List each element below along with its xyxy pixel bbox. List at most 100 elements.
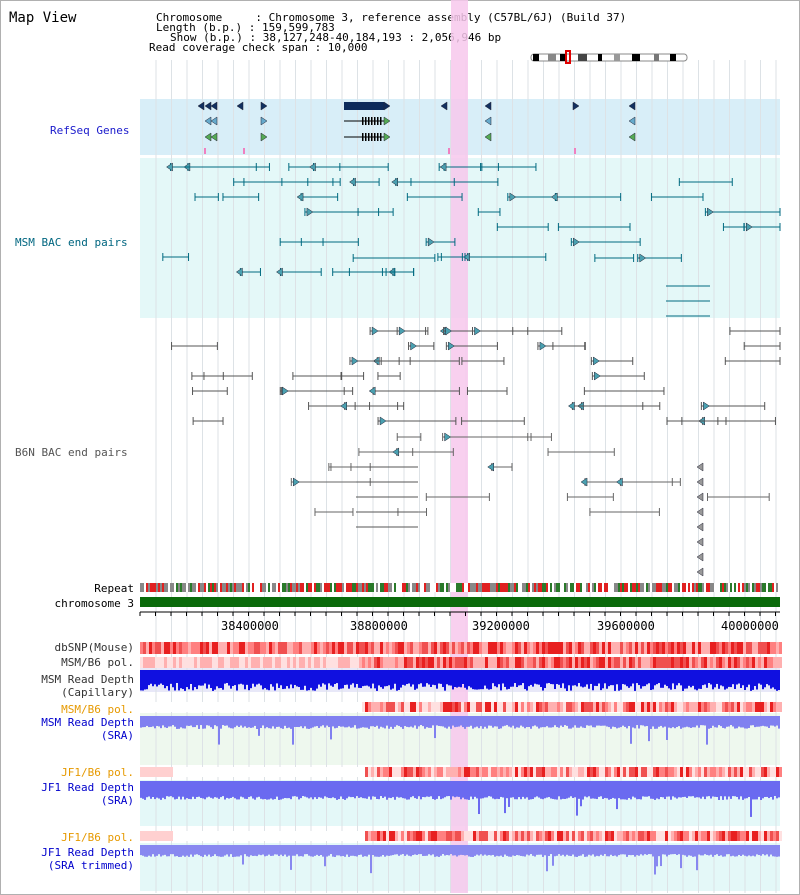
jf1-depth-track-bar [212,781,214,799]
jf1-depth-track-bar [396,781,398,797]
msm-depth-cap-track-bar [504,670,506,687]
jf1-trim-depth-track-bar [160,845,162,857]
msm-depth-sra-track-bar [222,716,224,726]
jf1-pol-track-cell [629,767,632,777]
repeat-segment [692,583,694,592]
msm-pol-track-cell [305,657,308,668]
repeat-segment [332,583,334,592]
repeat-segment [680,583,682,592]
msm-depth-cap-track-bar [544,670,546,689]
msm-pol-2-track-cell [230,702,233,712]
repeat-segment [568,583,570,592]
dbsnp-track-cell [494,642,497,654]
jf1-depth-track-bar [266,781,268,800]
msm-pol-track-cell [779,657,782,668]
msm-pol-track-cell [140,657,143,668]
msm-bac-track-label[interactable]: MSM BAC end pairs [15,236,128,249]
jf1-depth-track-bar [382,781,384,798]
msm-depth-cap-track-bar [192,670,194,691]
msm-pol-2-track-cell [728,702,731,712]
chromosome-bar [140,597,780,607]
jf1-trim-depth-track-bar [702,845,704,856]
jf1-pol-track-cell [716,767,719,777]
dbsnp-track-cell [185,642,188,654]
msm-depth-sra-track-bar [158,716,160,727]
dbsnp-track-cell [596,642,599,654]
jf1-depth-track-bar [306,781,308,798]
jf1-pol-2-track-cell [647,831,650,841]
msm-depth-cap-track-bar [384,670,386,687]
jf1-depth-track-bar [772,781,774,800]
repeat-segment [506,583,508,592]
msm-depth-cap-track-bar [774,670,776,690]
jf1-depth-track-bar [564,781,566,799]
jf1-pol-2-track-cell [764,831,767,841]
msm-depth-sra-track-bar [764,716,766,727]
jf1-depth-track-bar [504,781,506,814]
msm-pol-2-track-cell [569,702,572,712]
refseq-gene-glyph [260,101,268,111]
jf1-pol-track-cell [638,767,641,777]
msm-pol-track-cell [341,657,344,668]
msm-pol-track-cell [242,657,245,668]
jf1-trim-depth-track-bar [758,845,760,856]
jf1-pol-track-cell [176,767,179,777]
refseq-track-label[interactable]: RefSeq Genes [50,124,130,137]
msm-pol-2-track-cell [587,702,590,712]
msm-depth-sra-track-bar [252,716,254,728]
msm-depth-cap-track-bar [406,670,408,685]
msm-depth-sra-track-bar [428,716,430,728]
dbsnp-track-cell [455,642,458,654]
jf1-depth-track-bar [700,781,702,799]
msm-pol-track-cell [386,657,389,668]
jf1-pol-2-track-cell [578,831,581,841]
jf1-trim-depth-track-bar [178,845,180,857]
b6n-bac-track-label[interactable]: B6N BAC end pairs [15,446,128,459]
msm-depth-sra-track-bar [178,716,180,729]
msm-depth-cap-track-bar [242,670,244,685]
msm-depth-cap-track-bar [752,670,754,690]
dbsnp-track-cell [419,642,422,654]
msm-depth-sra-track-bar [436,716,438,726]
jf1-trim-depth-track-bar [628,845,630,855]
jf1-trim-depth-track-bar [644,845,646,855]
jf1-depth-track-bar [746,781,748,799]
msm-depth-sra-track-bar [478,716,480,729]
dbsnp-track-cell [635,642,638,654]
msm-depth-sra-track-bar [238,716,240,728]
repeat-segment [302,583,304,592]
jf1-depth-track-bar [422,781,424,797]
msm-depth-cap-track-bar [372,670,374,684]
msm-depth-sra-track-bar [256,716,258,729]
refseq-gene-glyph [628,101,636,111]
jf1-pol-2-track-cell [356,831,359,841]
jf1-depth-track-bar [184,781,186,800]
msm-pol-2-track-cell [410,702,413,712]
msm-pol-track-cell [353,657,356,668]
msm-pol-track-cell [431,657,434,668]
jf1-trim-depth-track-bar [250,845,252,856]
jf1-trim-depth-track-bar [606,845,608,857]
dbsnp-track-cell [614,642,617,654]
jf1-pol-2-track-cell [641,831,644,841]
msm-pol-track-cell [230,657,233,668]
msm-pol-track-cell [434,657,437,668]
jf1-pol-2-track-cell [584,831,587,841]
msm-pol-track-cell [677,657,680,668]
jf1-pol-2-track-cell [302,831,305,841]
msm-pol-track-cell [533,657,536,668]
msm-bac-pair-glyph [745,222,753,232]
msm-depth-cap-track-bar [674,670,676,690]
dbsnp-track-cell [608,642,611,654]
msm-depth-sra-track-bar [458,716,460,727]
msm-pol-2-track-cell [506,702,509,712]
msm-pol-2-track-cell [179,702,182,712]
repeat-segment [450,583,452,592]
msm-depth-sra-track-bar [328,716,330,728]
msm-pol-2-track-cell [257,702,260,712]
msm-depth-cap-track-bar [338,670,340,690]
dbsnp-track-cell [386,642,389,654]
msm-pol-2-track-cell [695,702,698,712]
jf1-depth-track-bar [418,781,420,797]
